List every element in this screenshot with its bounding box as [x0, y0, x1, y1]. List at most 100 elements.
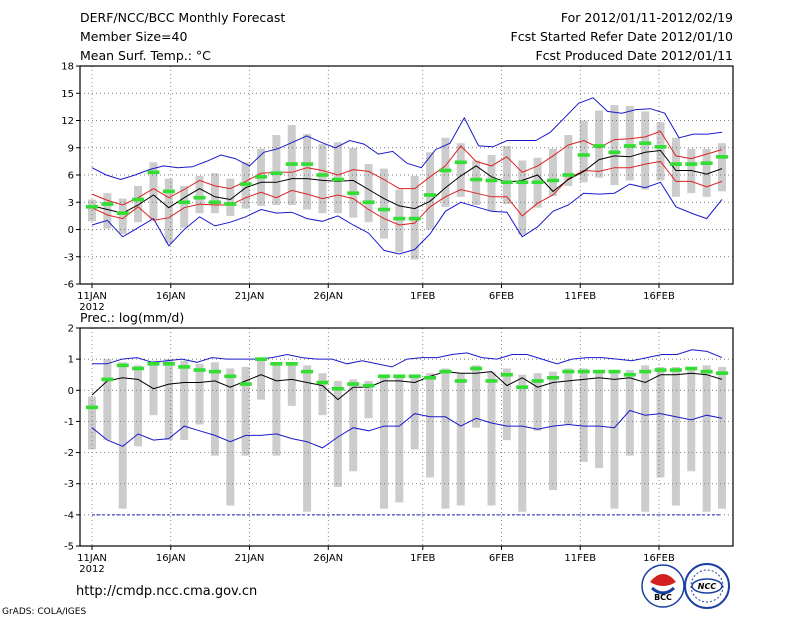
temp-spread-box [303, 134, 312, 210]
prec-spread-box [502, 368, 511, 441]
temp-spread-box [564, 135, 573, 186]
prec-median-mark [685, 366, 698, 371]
prec-spread-box [134, 365, 143, 447]
temp-median-mark [716, 155, 728, 159]
temp-xtick-label: 26JAN [313, 291, 343, 302]
precipitation-variable-label: Prec.: log(mm/d) [80, 310, 184, 325]
prec-median-mark [700, 369, 713, 374]
prec-ytick-label: -2 [64, 448, 74, 459]
prec-median-mark [316, 380, 329, 385]
prec-median-mark [239, 382, 252, 386]
temp-ytick-label: -3 [64, 252, 74, 263]
prec-spread-box [257, 357, 266, 400]
temp-spread-box [472, 160, 481, 205]
temp-median-mark [639, 141, 652, 146]
prec-xtick-label: 11JAN [77, 553, 107, 564]
temp-xtick-label: 11JAN [77, 291, 107, 302]
temp-spread-box [210, 173, 219, 214]
temp-spread-box [333, 142, 342, 214]
prec-xtick-label: 1FEB [410, 553, 435, 564]
prec-spread-box [410, 374, 419, 450]
prec-ytick-label: -1 [64, 417, 74, 428]
temp-median-mark [424, 193, 437, 197]
prec-xtick-label: 21JAN [235, 553, 265, 564]
prec-spread-box [395, 374, 404, 503]
prec-spread-box [241, 366, 250, 456]
prec-spread-box [164, 359, 173, 441]
prec-median-mark [439, 369, 452, 374]
temp-spread-box [548, 148, 557, 196]
prec-spread-box [518, 374, 527, 512]
temp-median-mark [316, 173, 329, 177]
temp-median-mark [101, 202, 114, 206]
temp-median-mark [516, 180, 529, 185]
prec-median-mark [470, 366, 483, 371]
precipitation-panel: -5 -4 -3 -2 -1 0 1 2 11JAN 16JAN 21JAN 26JAN 1FEB 6FE… [64, 324, 733, 575]
ncc-logo: NCC [684, 563, 730, 609]
temp-spread-box [702, 148, 711, 197]
prec-median-mark [101, 377, 114, 382]
prec-spread-box [379, 374, 388, 509]
prec-spread-box [595, 370, 604, 469]
prec-spread-box [641, 365, 650, 512]
temperature-variable-label: Mean Surf. Temp.: °C [80, 48, 211, 63]
temp-spread-box [502, 145, 511, 205]
prec-median-mark [577, 369, 590, 374]
prec-median-mark [362, 383, 375, 388]
prec-ytick-label: -5 [64, 542, 74, 553]
prec-spread-box [718, 366, 726, 509]
temp-median-mark [454, 160, 467, 165]
temp-min-line [91, 181, 723, 255]
prec-median-mark [562, 369, 575, 374]
temperature-panel: -6 -3 0 3 6 9 12 15 18 11JAN 16JAN 21JAN 26JAN 1FEB 6F… [61, 62, 733, 313]
temperature-plot-frame [79, 65, 734, 285]
prec-spread-box [195, 363, 204, 425]
forecast-start-label: Fcst Started Refer Date 2012/01/10 [511, 29, 734, 44]
temp-spread-box [718, 143, 726, 192]
temp-spread-box [195, 175, 204, 214]
prec-median-mark [255, 357, 268, 361]
temp-median-mark [147, 170, 160, 175]
temp-median-mark [608, 150, 621, 155]
prec-median-mark [623, 372, 636, 377]
prec-xtick-label: 16FEB [643, 553, 675, 564]
prec-median-mark [424, 376, 437, 380]
temp-spread-box [610, 105, 619, 185]
temp-spread-box [349, 147, 358, 218]
prec-spread-box [687, 366, 696, 472]
prec-median-mark [147, 362, 160, 366]
temp-median-mark [377, 207, 390, 212]
prec-spread-box [579, 368, 588, 462]
prec-xtick-label: 6FEB [489, 553, 514, 564]
temp-spread-box [272, 135, 281, 205]
temp-mean-line [91, 149, 723, 214]
temp-median-mark [331, 177, 344, 182]
temp-spread-box [671, 137, 680, 197]
temp-max-line [91, 97, 723, 181]
temp-median-mark [239, 182, 252, 186]
prec-median-mark [454, 379, 467, 383]
prec-median-mark [593, 369, 606, 374]
prec-median-mark [301, 369, 314, 374]
prec-spread-box [333, 380, 342, 487]
prec-median-mark [178, 365, 191, 369]
prec-spread-box [180, 360, 189, 441]
temp-spread-box [118, 198, 127, 235]
grads-credit: GrADS: COLA/IGES [2, 607, 86, 617]
prec-ytick-label: 0 [68, 386, 74, 397]
temp-median-mark [485, 178, 498, 183]
temp-median-mark [546, 178, 559, 183]
prec-ytick-label: -3 [64, 479, 74, 490]
prec-spread-box [548, 371, 557, 490]
forecast-period-label: For 2012/01/11-2012/02/19 [561, 10, 733, 25]
prec-min-line [91, 409, 723, 449]
temp-median-mark [470, 177, 483, 182]
temp-spread-box [456, 143, 465, 197]
prec-ytick-label: 2 [68, 324, 74, 335]
prec-median-mark [116, 363, 129, 368]
prec-spread-box [226, 368, 235, 506]
prec-spread-box [656, 366, 665, 478]
prec-median-mark [408, 374, 421, 379]
temp-median-mark [393, 216, 406, 221]
